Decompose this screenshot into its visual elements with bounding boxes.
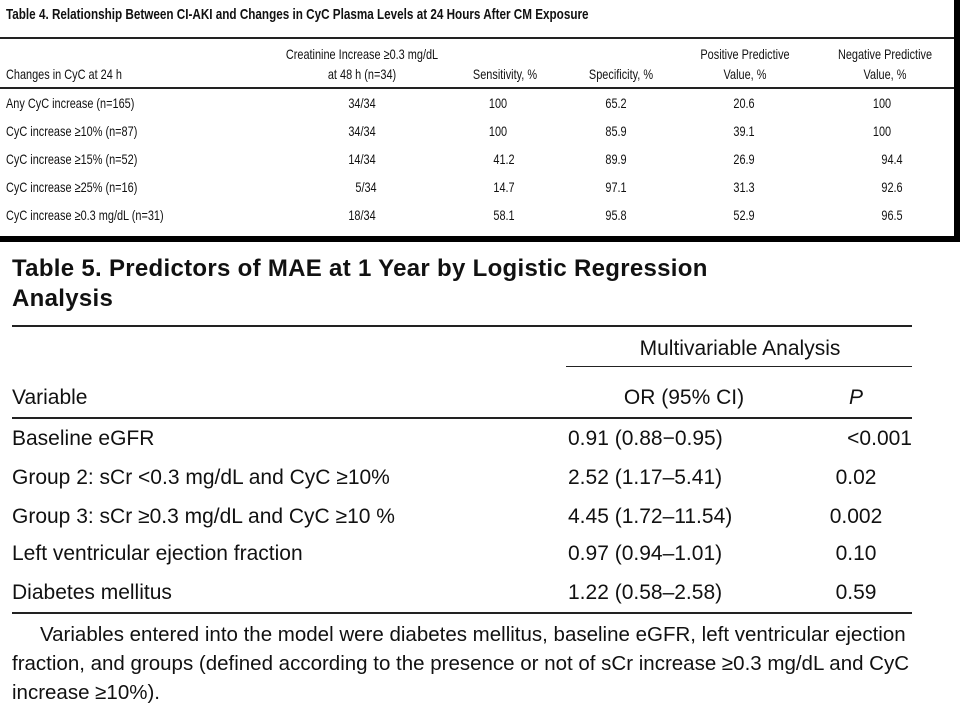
- t4-row-creat: 18/34: [348, 207, 376, 223]
- t4-row-creat: 34/34: [348, 95, 376, 111]
- t4-row-ppv: 39.1: [733, 123, 755, 139]
- t4-row-sens: 100: [488, 95, 508, 111]
- t5-row-variable: Baseline eGFR: [12, 427, 155, 450]
- t5-header-p: P: [848, 386, 863, 409]
- t5-row-p: 0.10: [835, 542, 877, 565]
- t4-row-npv: 100: [872, 123, 892, 139]
- t5-row-or: 1.22 (0.58–2.58): [568, 581, 723, 604]
- table-4-top-rule: [0, 37, 954, 39]
- t4-header-sensitivity: Sensitivity, %: [472, 66, 538, 82]
- t4-row-creat: 14/34: [348, 151, 376, 167]
- t5-group-rule: [566, 366, 912, 367]
- t5-header-rule: [12, 417, 912, 419]
- t5-footnote: Variables entered into the model were di…: [12, 623, 910, 704]
- table-4: Table 4. Relationship Between CI-AKI and…: [0, 0, 960, 242]
- t4-row-spec: 95.8: [605, 207, 627, 223]
- t4-row-sens: 58.1: [493, 207, 515, 223]
- t4-row-spec: 89.9: [605, 151, 627, 167]
- t5-row-p: 0.02: [835, 466, 877, 489]
- t4-row-label: Any CyC increase (n=165): [6, 95, 135, 111]
- t4-header-ppv-line1: Positive Predictive: [700, 46, 790, 62]
- t5-bottom-rule: [12, 612, 912, 614]
- t5-row-variable: Group 3: sCr ≥0.3 mg/dL and CyC ≥10 %: [12, 505, 395, 528]
- table-5: Table 5. Predictors of MAE at 1 Year by …: [0, 242, 960, 720]
- t4-header-ppv-line2: Value, %: [723, 66, 767, 82]
- t4-header-changes: Changes in CyC at 24 h: [6, 66, 122, 82]
- table-divider-bar: [0, 236, 960, 242]
- t5-row-variable: Left ventricular ejection fraction: [12, 542, 303, 565]
- t4-row-label: CyC increase ≥10% (n=87): [6, 123, 138, 139]
- t5-group-header: Multivariable Analysis: [639, 337, 841, 360]
- t4-row-creat: 34/34: [348, 123, 376, 139]
- t5-row-variable: Diabetes mellitus: [12, 581, 172, 604]
- t4-row-npv: 96.5: [881, 207, 903, 223]
- t5-row-p: 0.002: [829, 505, 883, 528]
- t4-row-ppv: 52.9: [733, 207, 755, 223]
- t4-row-ppv: 26.9: [733, 151, 755, 167]
- t4-header-creatinine-line1: Creatinine Increase ≥0.3 mg/dL: [285, 46, 439, 62]
- t4-row-label: CyC increase ≥15% (n=52): [6, 151, 138, 167]
- t4-row-creat: 5/34: [355, 179, 377, 195]
- t5-header-variable: Variable: [12, 386, 88, 409]
- t5-row-variable: Group 2: sCr <0.3 mg/dL and CyC ≥10%: [12, 466, 390, 489]
- table-4-header-rule: [0, 87, 954, 89]
- t4-row-ppv: 20.6: [733, 95, 755, 111]
- t4-row-label: CyC increase ≥25% (n=16): [6, 179, 138, 195]
- t5-row-p: <0.001: [847, 427, 912, 450]
- t4-header-npv-line2: Value, %: [863, 66, 907, 82]
- t5-row-or: 0.97 (0.94–1.01): [568, 542, 723, 565]
- t5-row-or: 4.45 (1.72–11.54): [568, 505, 733, 528]
- t4-row-sens: 41.2: [493, 151, 515, 167]
- table-5-top-rule: [12, 325, 912, 327]
- t4-row-npv: 100: [872, 95, 892, 111]
- t4-row-spec: 97.1: [605, 179, 627, 195]
- t4-row-npv: 92.6: [881, 179, 903, 195]
- table-5-title: Table 5. Predictors of MAE at 1 Year by …: [12, 255, 708, 312]
- t4-row-sens: 14.7: [493, 179, 515, 195]
- t4-row-spec: 65.2: [605, 95, 627, 111]
- t5-row-or: 2.52 (1.17–5.41): [568, 466, 723, 489]
- t4-row-sens: 100: [488, 123, 508, 139]
- t4-row-spec: 85.9: [605, 123, 627, 139]
- t5-row-p: 0.59: [835, 581, 877, 604]
- t5-row-or: 0.91 (0.88−0.95): [568, 427, 723, 450]
- t4-header-creatinine-line2: at 48 h (n=34): [327, 66, 397, 82]
- t4-row-label: CyC increase ≥0.3 mg/dL (n=31): [6, 207, 164, 223]
- table-4-title: Table 4. Relationship Between CI-AKI and…: [6, 6, 589, 23]
- t4-row-ppv: 31.3: [733, 179, 755, 195]
- table-4-right-border: [954, 0, 960, 242]
- t5-header-or: OR (95% CI): [623, 386, 745, 409]
- t4-header-npv-line1: Negative Predictive: [837, 46, 933, 62]
- t4-header-specificity: Specificity, %: [588, 66, 654, 82]
- t4-row-npv: 94.4: [881, 151, 903, 167]
